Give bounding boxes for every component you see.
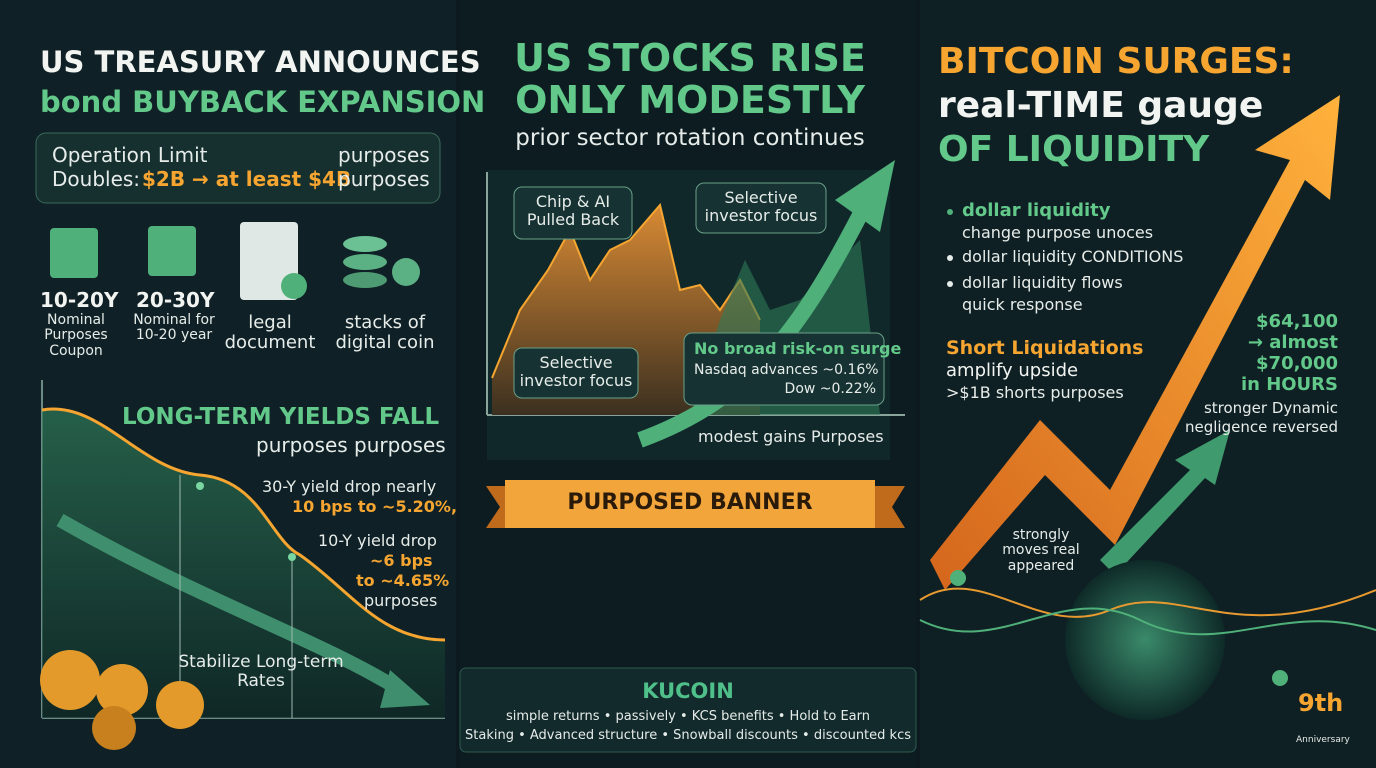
heading: Short Liquidations [946, 337, 1144, 359]
bullet: change purpose unoces [962, 223, 1154, 242]
callout: Chip & AI Pulled Back [526, 192, 620, 229]
bullet: dollar liquidity [962, 200, 1111, 221]
caption: Nominal for 10-20 year [133, 312, 215, 344]
text: >$1B shorts purposes [946, 383, 1124, 402]
caption: legal document [224, 312, 316, 353]
annotation: 30-Y yield drop nearly [262, 477, 437, 496]
annotation: purposes [364, 591, 438, 610]
value: $2B → at least $4B [142, 167, 352, 191]
title: OF LIQUIDITY [938, 129, 1210, 170]
bullet: dollar liquidity flows [962, 273, 1123, 292]
annotation: 10 bps to ~5.20%, [292, 497, 458, 516]
title: real-TIME gauge [938, 85, 1264, 126]
caption: modest gains Purposes [698, 427, 884, 446]
callout: No broad risk-on surge [694, 339, 902, 358]
label: 20-30Y [136, 288, 215, 312]
subheading: purposes purposes [256, 433, 446, 457]
text: amplify upside [946, 360, 1079, 381]
title: BITCOIN SURGES: [938, 41, 1294, 82]
callout: Selective investor focus [704, 188, 818, 225]
annotation: to ~4.65% [356, 571, 450, 590]
callout: Selective investor focus [519, 353, 633, 390]
callout: Dow ~0.22% [784, 381, 876, 397]
text: purposes [338, 143, 430, 167]
title: US TREASURY ANNOUNCES [40, 45, 481, 79]
text: Operation Limit [52, 143, 208, 167]
subtitle: prior sector rotation continues [515, 125, 865, 151]
price: $70,000 [1256, 353, 1338, 374]
note: strongly moves real appeared [1002, 527, 1080, 574]
heading: LONG-TERM YIELDS FALL [122, 404, 440, 430]
title: bond BUYBACK EXPANSION [40, 85, 486, 119]
annotation: 10-Y yield drop [318, 531, 437, 550]
brand: KUCOIN [642, 679, 734, 703]
note: stronger Dynamic [1203, 399, 1338, 417]
price: in HOURS [1240, 374, 1338, 395]
text: simple returns • passively • KCS benefit… [506, 709, 870, 724]
annotation: ~6 bps [370, 551, 433, 570]
label: 10-20Y [40, 288, 119, 312]
callout: Nasdaq advances ~0.16% [694, 362, 879, 378]
bullet: quick response [962, 295, 1083, 314]
text: Staking • Advanced structure • Snowball … [465, 728, 911, 743]
caption: stacks of digital coin [335, 312, 435, 353]
anniversary: Anniversary [1296, 735, 1350, 745]
note: negligence reversed [1185, 418, 1338, 436]
bullet: dollar liquidity CONDITIONS [962, 247, 1184, 266]
caption: Nominal Purposes Coupon [44, 312, 108, 359]
price: $64,100 [1256, 311, 1338, 332]
anniversary: 9th [1298, 689, 1344, 717]
banner: PURPOSED BANNER [567, 490, 813, 515]
title: ONLY MODESTLY [515, 78, 865, 122]
text: purposes [338, 167, 430, 191]
text: Doubles: [52, 167, 141, 191]
footer: Stabilize Long-term Rates [178, 652, 344, 691]
title: US STOCKS RISE [514, 36, 866, 80]
price: → almost [1247, 332, 1338, 353]
